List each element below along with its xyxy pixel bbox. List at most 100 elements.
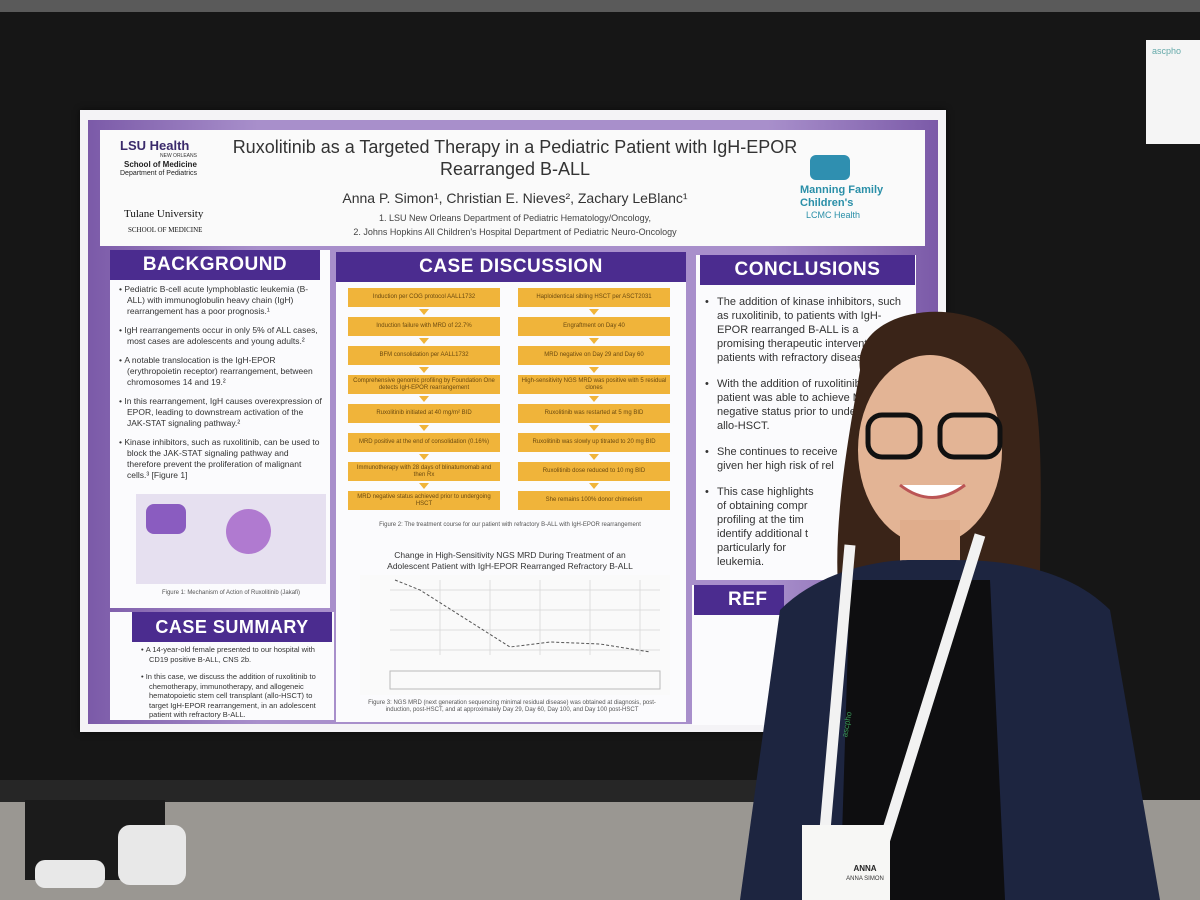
- bullet: • Pediatric B-cell acute lymphoblastic l…: [118, 284, 323, 317]
- conclusion-line: She continues to receive: [717, 446, 838, 458]
- face: [858, 355, 1002, 545]
- flow-step: Induction failure with MRD of 22.7%: [348, 317, 500, 336]
- flow-step: Immunotherapy with 28 days of blinatumom…: [348, 462, 500, 481]
- flow-step: Ruxolitinib initiated at 40 mg/m² BID: [348, 404, 500, 423]
- chart-grid: [390, 580, 660, 655]
- bullet: • IgH rearrangements occur in only 5% of…: [118, 325, 323, 347]
- conclusion-line: of obtaining compr: [717, 500, 808, 512]
- conclusion-bullet: • The addition of kinase inhibitors, such…: [705, 295, 915, 365]
- flow-arrow: [589, 483, 599, 489]
- bullet-dot: •: [705, 378, 709, 390]
- flow-step: Ruxolitinib was slowly up titrated to 20…: [518, 433, 670, 452]
- conclusion-bullet: • This case highlights of obtaining compr p…: [705, 485, 915, 569]
- tulane-logo: Tulane University: [124, 208, 204, 220]
- bullet-text: In this rearrangement, IgH causes overex…: [124, 396, 322, 428]
- flow-step: Comprehensive genomic profiling by Found…: [348, 375, 500, 394]
- chart-line: [394, 579, 651, 653]
- flow-step: MRD positive at the end of consolidation…: [348, 433, 500, 452]
- bullet: • In this case, we discuss the addition …: [140, 672, 330, 720]
- bullet-text: In this case, we discuss the addition of…: [145, 672, 316, 719]
- flow-arrow: [419, 396, 429, 402]
- flow-arrow: [589, 338, 599, 344]
- badge-name: ANNA: [853, 864, 877, 873]
- bullet-dot: •: [705, 296, 709, 308]
- bullet-text: Pediatric B-cell acute lymphoblastic leu…: [124, 284, 309, 316]
- affiliation: 1. LSU New Orleans Department of Pediatr…: [379, 213, 651, 223]
- department: Department of Pediatrics: [120, 170, 198, 177]
- flow-arrow: [589, 367, 599, 373]
- conclusion-line: allo-HSCT.: [717, 420, 770, 432]
- bullet-dot: •: [119, 284, 125, 294]
- flow-step: She remains 100% donor chimerism: [518, 491, 670, 510]
- bullet: • Kinase inhibitors, such as ruxolitinib…: [118, 437, 323, 481]
- badge-full-name: ANNA SIMON: [846, 876, 884, 882]
- badge: [802, 825, 890, 900]
- flow-step: Engraftment on Day 40: [518, 317, 670, 336]
- bullet-text: IgH rearrangements occur in only 5% of A…: [124, 325, 318, 346]
- figure-caption: Figure 3: NGS MRD (next generation seque…: [368, 700, 656, 713]
- flow-arrow: [419, 309, 429, 315]
- flow-arrow: [589, 454, 599, 460]
- glasses: [865, 412, 923, 460]
- poster-title: Ruxolitinib as a Targeted Therapy in a P…: [232, 137, 798, 179]
- conclusion-line: This case highlights: [717, 486, 814, 498]
- flow-arrow: [419, 483, 429, 489]
- smile: [899, 483, 966, 499]
- side-sign: ascpho: [1146, 40, 1200, 144]
- shoe: [35, 860, 105, 888]
- bullet-text: A 14-year-old female presented to our ho…: [145, 645, 315, 664]
- flow-step: Haploidentical sibling HSCT per ASCT2031: [518, 288, 670, 307]
- section-heading: CASE SUMMARY: [132, 612, 332, 642]
- shoe: [118, 825, 186, 885]
- conclusion-line: EPOR rearranged B-ALL is a: [717, 324, 859, 336]
- lsu-logo: LSU Health: [120, 138, 190, 153]
- figure-shape: [226, 509, 271, 554]
- bullet-text: A notable translocation is the IgH-EPOR …: [124, 355, 313, 387]
- person: [740, 311, 1160, 900]
- conclusion-line: as ruxolitinib, to patients with IgH-: [717, 310, 882, 322]
- conclusion-bullet: • She continues to receive given her high …: [705, 445, 915, 473]
- figure-caption: Figure 2: The treatment course for our p…: [379, 522, 641, 528]
- conclusion-line: patient was able to achieve M: [717, 392, 862, 404]
- bullet-dot: •: [705, 446, 709, 458]
- conclusion-line: The addition of kinase inhibitors, such: [717, 296, 902, 308]
- conclusion-line: negative status prior to unde: [717, 406, 856, 418]
- conclusion-bullet: • With the addition of ruxolitinib patient…: [705, 377, 915, 433]
- conclusion-line: given her high risk of rel: [717, 460, 834, 472]
- conclusion-line: identify additional t: [717, 528, 809, 540]
- flow-step: Induction per COG protocol AALL1732: [348, 288, 500, 307]
- hospital-icon: [810, 155, 850, 180]
- wall-top: [0, 0, 1200, 12]
- conclusions-text: • The addition of kinase inhibitors, such…: [705, 295, 915, 581]
- bullet-dot: •: [141, 645, 146, 654]
- flow-step: Ruxolitinib dose reduced to 10 mg BID: [518, 462, 670, 481]
- hospital-name: Manning Family Children's: [800, 184, 884, 209]
- conclusion-line: With the addition of ruxolitinib: [717, 378, 861, 390]
- tulane-school: SCHOOL OF MEDICINE: [128, 226, 203, 234]
- bullet-dot: •: [119, 325, 125, 335]
- flow-arrow: [589, 396, 599, 402]
- flow-step: MRD negative status achieved prior to un…: [348, 491, 500, 510]
- glasses: [937, 412, 1003, 460]
- bullet-text: Kinase inhibitors, such as ruxolitinib, …: [124, 437, 320, 480]
- flow-arrow: [419, 454, 429, 460]
- background-text: • Pediatric B-cell acute lymphoblastic l…: [118, 284, 323, 489]
- bullet: • In this rearrangement, IgH causes over…: [118, 396, 323, 429]
- authors: Anna P. Simon¹, Christian E. Nieves², Za…: [342, 190, 688, 206]
- bullet-dot: •: [705, 486, 709, 498]
- flow-arrow: [419, 367, 429, 373]
- section-heading: CONCLUSIONS: [700, 255, 915, 285]
- lsu-city: NEW ORLEANS: [160, 153, 197, 159]
- flow-arrow: [589, 309, 599, 315]
- flow-step: High-sensitivity NGS MRD was positive wi…: [518, 375, 670, 394]
- conclusion-line: leukemia.: [717, 556, 765, 568]
- bullet-dot: •: [119, 355, 125, 365]
- bullet: • A notable translocation is the IgH-EPO…: [118, 355, 323, 388]
- conclusion-line: patients with refractory disease: [717, 352, 869, 364]
- affiliation: 2. Johns Hopkins All Children's Hospital…: [353, 227, 677, 237]
- conclusion-line: promising therapeutic intervention: [717, 338, 883, 350]
- figure-1: [136, 494, 326, 584]
- case-summary-text: • A 14-year-old female presented to our …: [140, 645, 330, 728]
- bullet-dot: •: [119, 437, 125, 447]
